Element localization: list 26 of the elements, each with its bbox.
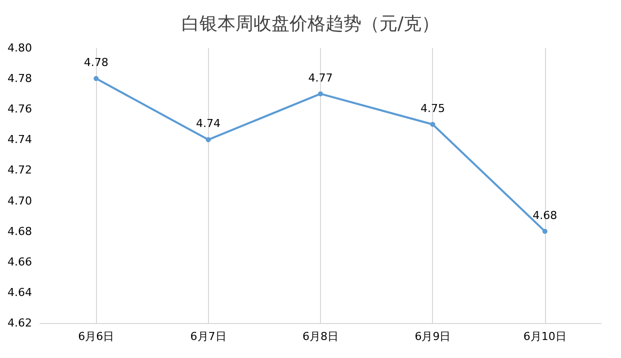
y-tick-label: 4.78 [8, 72, 32, 86]
data-label: 4.68 [532, 208, 558, 222]
chart-title: 白银本周收盘价格趋势（元/克） [181, 14, 440, 34]
y-tick-label: 4.80 [8, 42, 32, 54]
y-tick-label: 4.74 [8, 133, 32, 146]
x-tick-label: 6月8日 [302, 330, 338, 343]
y-tick-label: 4.76 [8, 102, 32, 116]
point [94, 76, 99, 82]
y-tick-label: 4.68 [8, 224, 32, 238]
y-tick-label: 4.70 [8, 194, 32, 208]
point [206, 137, 211, 142]
point [542, 228, 548, 234]
y-tick-label: 4.66 [8, 255, 32, 268]
x-tick-label: 6月9日 [414, 330, 451, 343]
y-tick-label: 4.62 [8, 316, 32, 330]
data-label: 4.78 [84, 56, 108, 70]
data-label: 4.77 [308, 71, 333, 84]
point [430, 122, 436, 127]
x-tick-label: 6月10日 [523, 330, 566, 343]
data-label: 4.74 [196, 117, 221, 130]
x-tick-label: 6月7日 [190, 330, 226, 343]
y-tick-label: 4.72 [8, 164, 32, 177]
y-tick-label: 4.64 [8, 286, 32, 299]
point [318, 91, 323, 96]
data-label: 4.75 [420, 102, 445, 115]
x-tick-label: 6月6日 [78, 330, 114, 343]
